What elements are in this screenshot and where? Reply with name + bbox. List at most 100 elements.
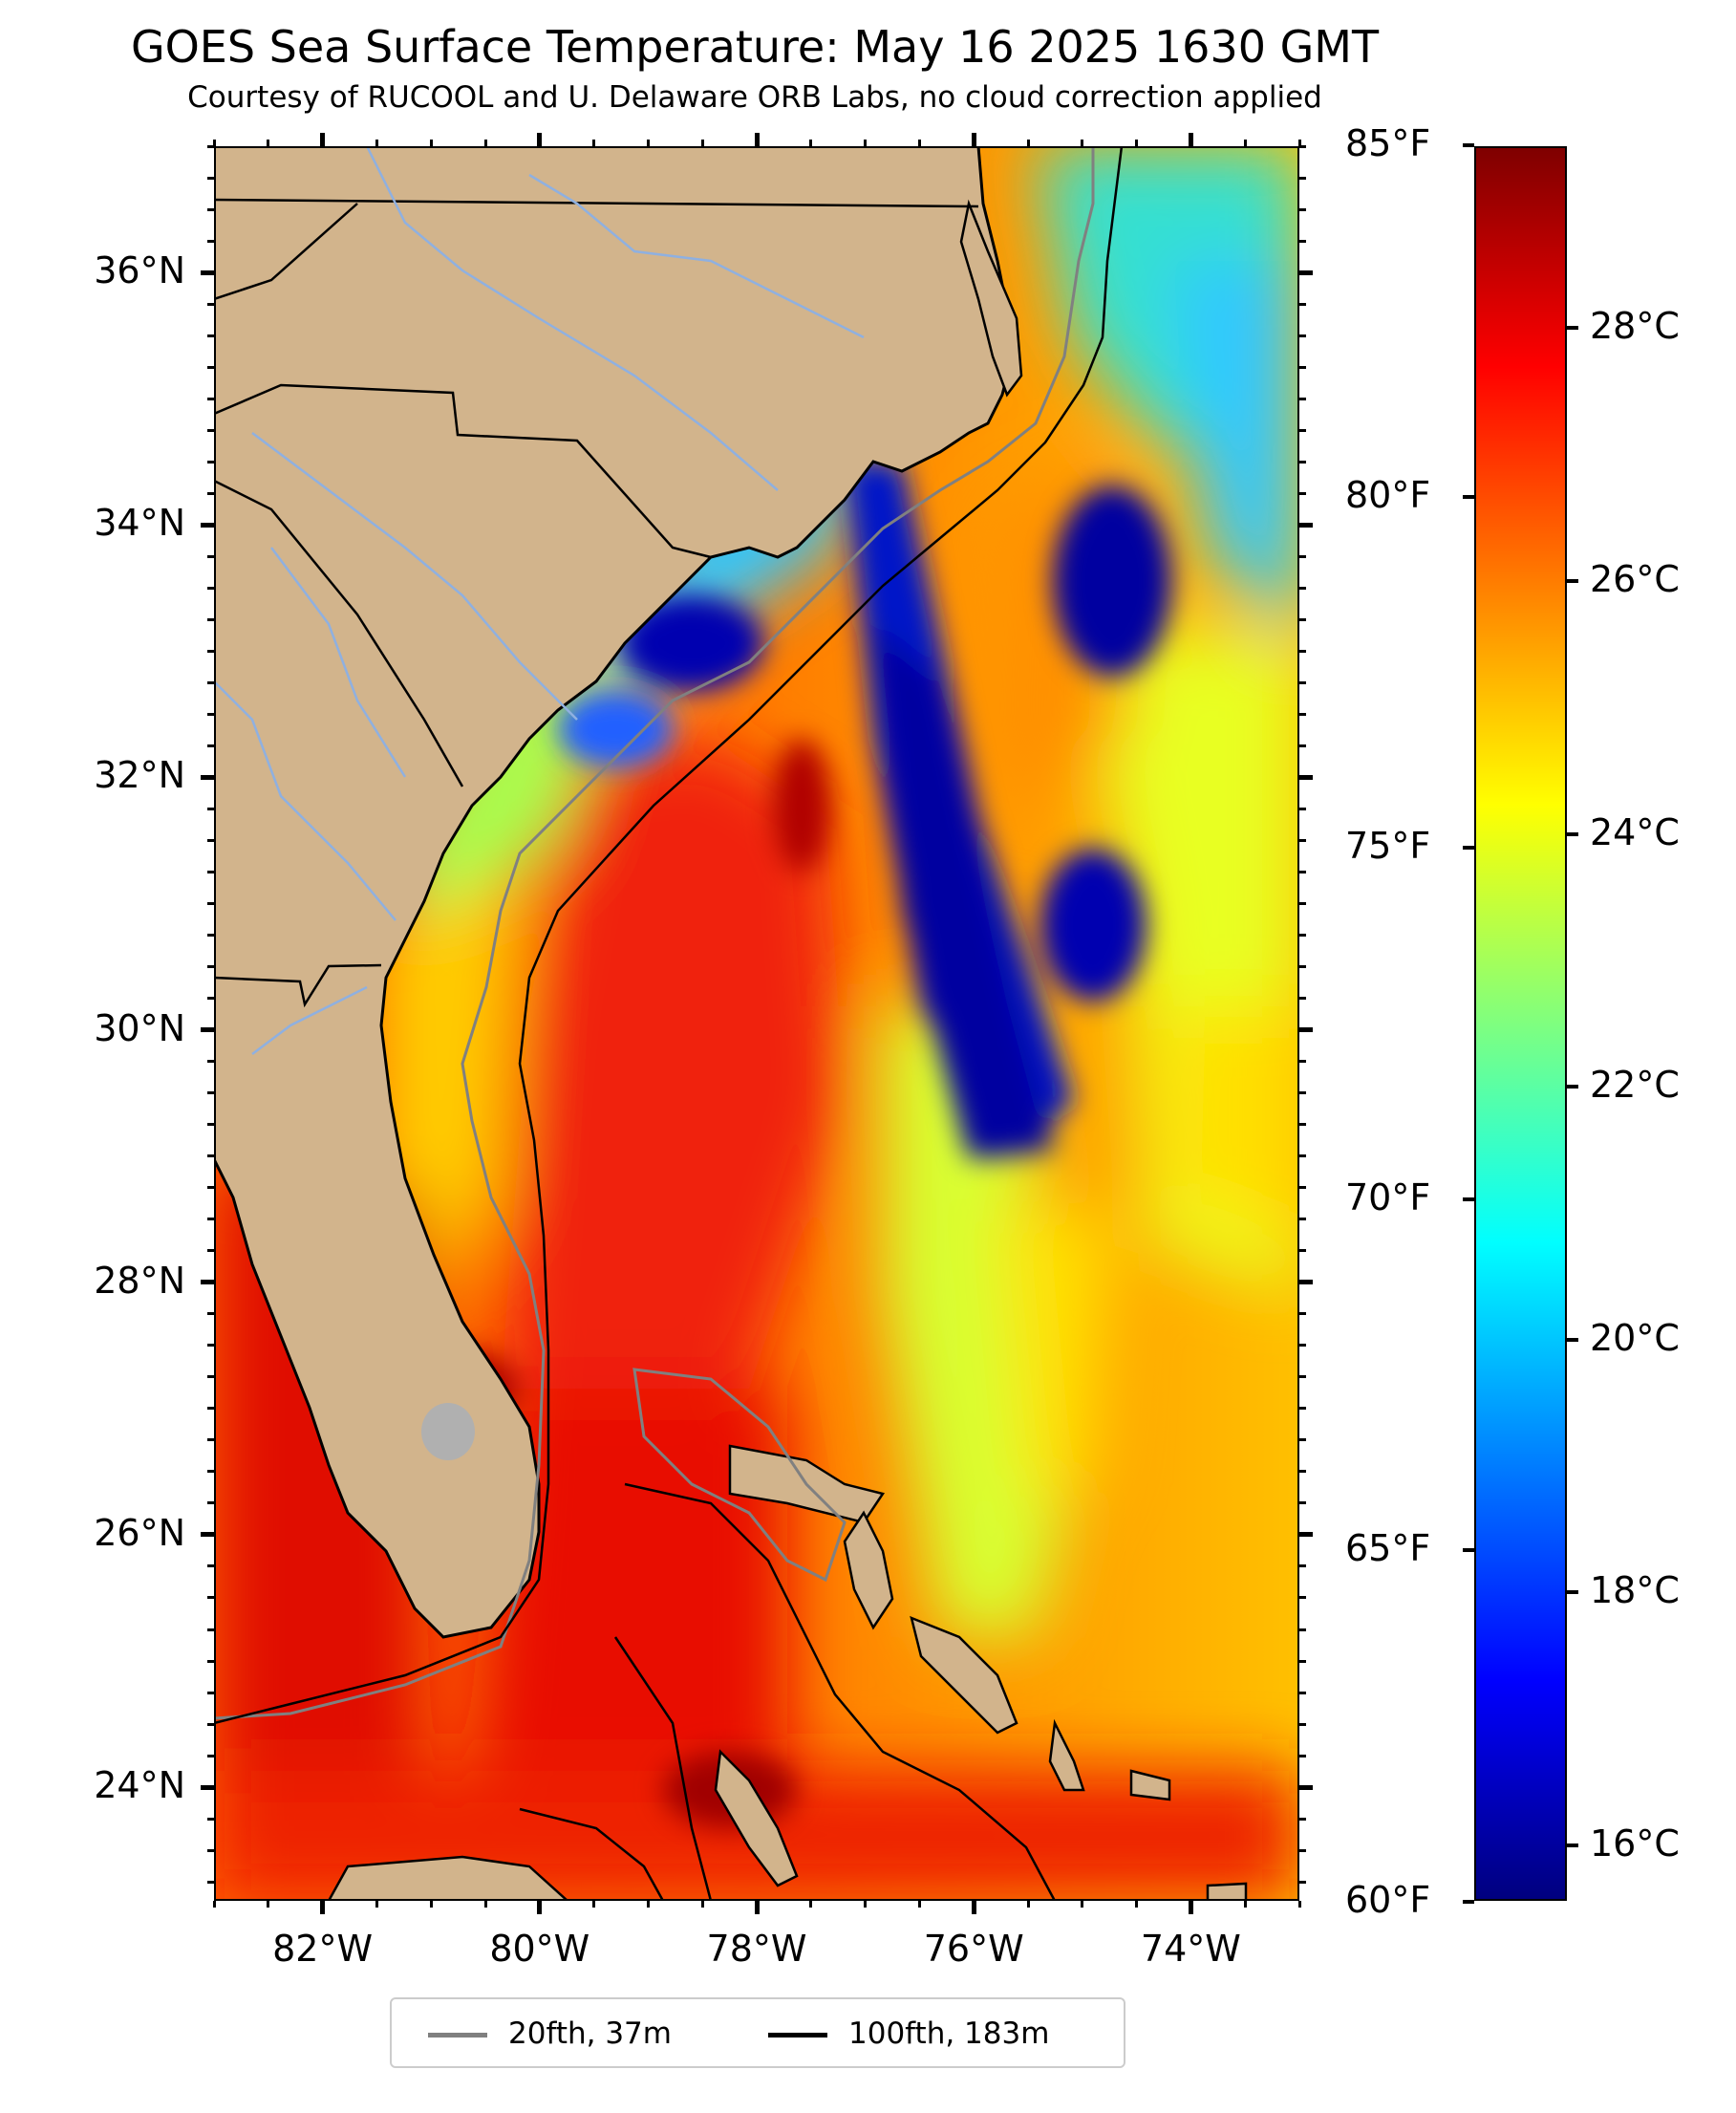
- lat-minor-tick: [207, 302, 214, 306]
- lat-minor-tick: [1299, 649, 1306, 653]
- lon-tick-bottom: [1188, 1901, 1193, 1914]
- colorbar-f-label: 70°F: [1345, 1175, 1431, 1218]
- lat-minor-tick: [207, 1249, 214, 1253]
- lon-tick-top: [320, 133, 326, 146]
- lat-minor-tick: [1299, 144, 1306, 148]
- lat-minor-tick: [207, 239, 214, 243]
- lon-tick-bottom: [971, 1901, 976, 1914]
- state-border-va-nc: [214, 198, 979, 208]
- lat-minor-tick: [207, 334, 214, 337]
- lat-minor-tick: [207, 617, 214, 621]
- lon-minor-tick: [1081, 140, 1084, 146]
- lat-minor-tick: [1299, 997, 1306, 1001]
- lon-minor-tick: [375, 140, 378, 146]
- lon-minor-tick: [646, 140, 650, 146]
- lon-minor-tick: [864, 1901, 868, 1908]
- lat-minor-tick: [207, 1880, 214, 1884]
- lat-tick-left: [201, 1532, 214, 1538]
- lat-minor-tick: [207, 1596, 214, 1600]
- lat-minor-tick: [207, 965, 214, 969]
- lon-tick-bottom: [320, 1901, 326, 1914]
- lat-minor-tick: [1299, 586, 1306, 590]
- lon-minor-tick: [1026, 140, 1030, 146]
- lon-tick-bottom: [754, 1901, 760, 1914]
- lat-minor-tick: [1299, 302, 1306, 306]
- colorbar-f-tick: [1463, 143, 1474, 148]
- lat-minor-tick: [207, 1817, 214, 1821]
- lat-minor-tick: [1299, 902, 1306, 906]
- lat-tick-right: [1299, 774, 1313, 780]
- lat-minor-tick: [1299, 428, 1306, 432]
- rivers: [214, 146, 865, 1055]
- lat-minor-tick: [1299, 1501, 1306, 1505]
- lat-minor-tick: [207, 397, 214, 400]
- lat-minor-tick: [207, 491, 214, 495]
- lat-minor-tick: [207, 1407, 214, 1411]
- lat-minor-tick: [1299, 365, 1306, 369]
- lon-minor-tick: [1135, 140, 1139, 146]
- legend-item-100fth: 100fth, 183m: [768, 2016, 1049, 2051]
- lat-minor-tick: [1299, 1186, 1306, 1190]
- lon-minor-tick: [483, 140, 487, 146]
- lat-minor-tick: [207, 1312, 214, 1316]
- lon-minor-tick: [483, 1901, 487, 1908]
- lon-minor-tick: [212, 1901, 216, 1908]
- lon-minor-tick: [1243, 1901, 1247, 1908]
- lon-minor-tick: [700, 140, 704, 146]
- colorbar-c-label: 16°C: [1590, 1822, 1680, 1865]
- lat-minor-tick: [207, 586, 214, 590]
- colorbar-f-tick: [1463, 1899, 1474, 1904]
- lat-minor-tick: [1299, 1091, 1306, 1095]
- lat-minor-tick: [207, 428, 214, 432]
- colorbar-c-tick: [1567, 326, 1578, 331]
- lat-minor-tick: [207, 1344, 214, 1348]
- colorbar-c-tick: [1567, 831, 1578, 836]
- lat-minor-tick: [1299, 870, 1306, 873]
- lat-minor-tick: [1299, 1407, 1306, 1411]
- lat-minor-tick: [1299, 1722, 1306, 1726]
- depth-contour-100fth: [214, 146, 1124, 1901]
- lon-tick-label: 76°W: [923, 1928, 1024, 1970]
- legend-swatch-100fth: [768, 2033, 827, 2038]
- lat-tick-left: [201, 1784, 214, 1790]
- lat-minor-tick: [1299, 1628, 1306, 1631]
- legend-swatch-20fth: [428, 2033, 487, 2038]
- lat-tick-right: [1299, 270, 1313, 275]
- lat-minor-tick: [1299, 1249, 1306, 1253]
- colorbar-f-tick: [1463, 1197, 1474, 1201]
- lat-minor-tick: [1299, 1564, 1306, 1568]
- lon-minor-tick: [267, 1901, 270, 1908]
- lat-minor-tick: [1299, 554, 1306, 558]
- colorbar-f-tick: [1463, 494, 1474, 499]
- depth-legend: 20fth, 37m 100fth, 183m: [390, 1997, 1125, 2068]
- colorbar-f-label: 60°F: [1345, 1878, 1431, 1921]
- lon-tick-label: 78°W: [706, 1928, 807, 1970]
- lon-tick-label: 82°W: [272, 1928, 374, 1970]
- lat-minor-tick: [207, 176, 214, 180]
- lat-tick-label: 26°N: [94, 1511, 185, 1554]
- lat-minor-tick: [1299, 744, 1306, 747]
- lat-minor-tick: [1299, 1659, 1306, 1663]
- lon-minor-tick: [212, 140, 216, 146]
- lat-tick-right: [1299, 522, 1313, 528]
- lat-tick-label: 32°N: [94, 754, 185, 797]
- lat-tick-label: 36°N: [94, 249, 185, 292]
- lat-minor-tick: [1299, 807, 1306, 810]
- state-border-ga-fl: [214, 963, 382, 1008]
- lat-minor-tick: [1299, 1754, 1306, 1757]
- lon-tick-top: [1188, 133, 1193, 146]
- lat-minor-tick: [207, 870, 214, 873]
- colorbar-f-label: 65°F: [1345, 1527, 1431, 1570]
- lat-minor-tick: [1299, 1470, 1306, 1474]
- lat-tick-right: [1299, 1784, 1313, 1790]
- lat-minor-tick: [1299, 1596, 1306, 1600]
- lat-minor-tick: [1299, 1344, 1306, 1348]
- lat-minor-tick: [207, 1722, 214, 1726]
- lon-minor-tick: [917, 1901, 921, 1908]
- lat-minor-tick: [207, 460, 214, 464]
- colorbar-f-label: 80°F: [1345, 473, 1431, 516]
- sst-map-svg: [214, 146, 1299, 1901]
- colorbar-c-label: 24°C: [1590, 810, 1680, 853]
- lat-tick-label: 30°N: [94, 1006, 185, 1049]
- lat-tick-left: [201, 1280, 214, 1285]
